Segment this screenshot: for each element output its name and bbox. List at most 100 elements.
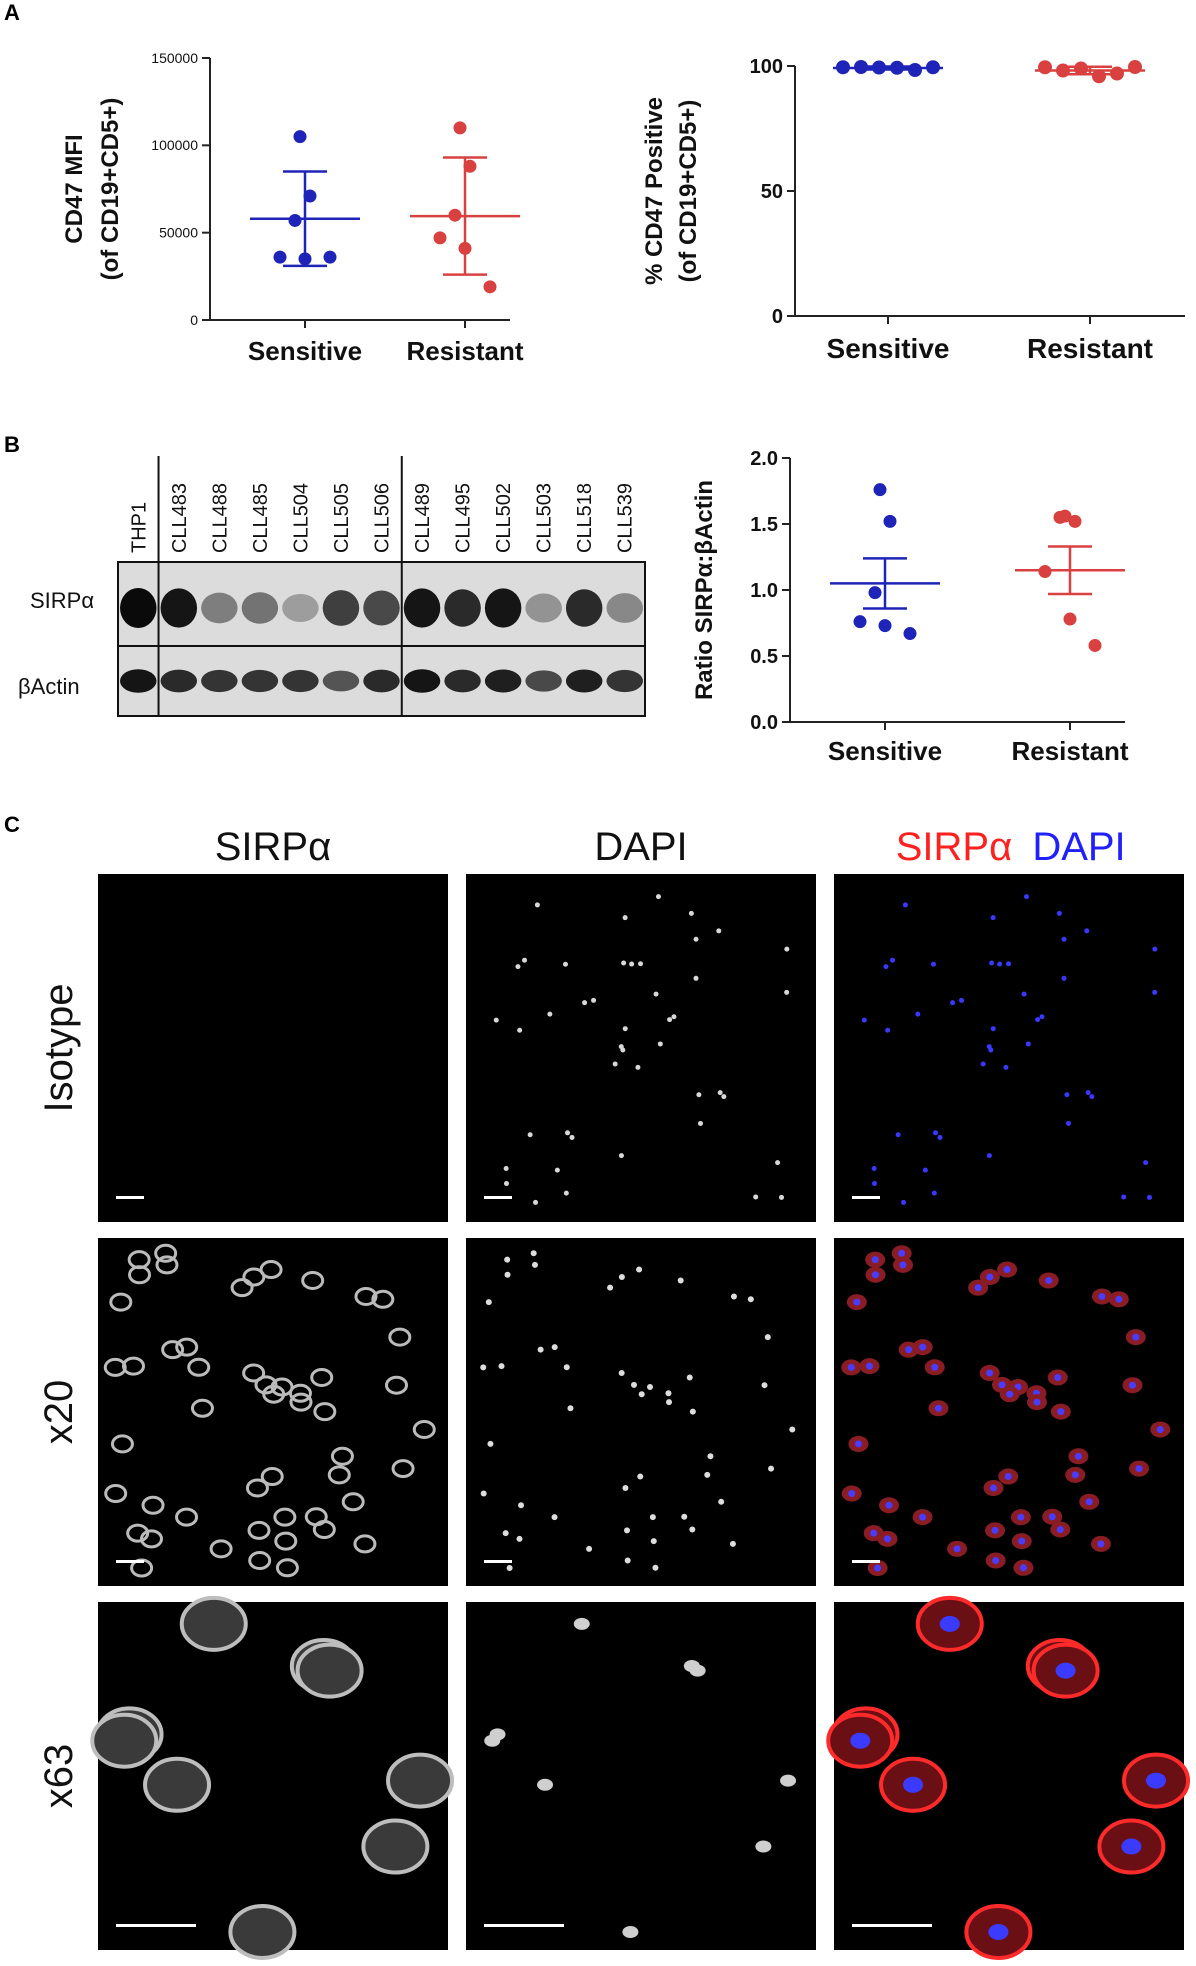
nucleus [997,961,1003,967]
cell [330,1446,354,1466]
row-label: x20 [37,1380,81,1445]
cell [259,1260,283,1280]
nucleus [871,1256,879,1264]
blot-band [403,669,441,693]
nucleus [707,1453,714,1460]
cell [242,1363,266,1383]
nucleus [582,1000,588,1006]
lane-label: CLL503 [534,483,556,553]
cell [327,1465,351,1485]
cell [209,1539,233,1559]
nucleus [1025,1041,1031,1047]
nucleus [1152,946,1158,952]
data-point [453,121,467,135]
nucleus [503,1165,509,1171]
nucleus [1143,1160,1149,1166]
lane-label: CLL505 [331,483,353,553]
micrograph [466,1602,816,1950]
cell [412,1419,436,1439]
nucleus [1019,1564,1027,1572]
cell [242,1267,266,1287]
scale-bar [484,1560,512,1563]
column-title-sirpa: SIRPα [215,825,331,869]
data-point [433,231,447,245]
nucleus [989,960,995,966]
nucleus [847,1363,855,1371]
blot-band [201,669,238,693]
nucleus [1048,1513,1056,1521]
nucleus [718,1498,725,1505]
nucleus [563,1364,570,1371]
nucleus [1147,1194,1153,1200]
cell [90,1712,159,1769]
cell [262,1384,286,1404]
nucleus [883,964,889,970]
nucleus [686,1374,693,1381]
chart-cd47-mfi: 0 50000 100000 150000 Sensitive Resistant CD47… [61,50,524,366]
nucleus [480,1490,487,1497]
nucleus [551,1344,558,1351]
nucleus [1135,1465,1143,1473]
data-point [926,60,940,75]
data-point [873,483,887,497]
nucleus [747,1296,754,1303]
nucleus [1054,1373,1062,1381]
nucleus [704,1471,711,1478]
nucleus [693,936,699,942]
blot-band [444,589,481,627]
nucleus [899,1261,907,1269]
micrograph [98,874,448,1222]
blot-band [363,590,400,626]
scale-bar [852,1560,880,1563]
nucleus [618,1044,624,1050]
data-point [298,252,312,266]
cell [310,1367,334,1387]
cell [301,1270,325,1290]
cell [385,1375,409,1395]
blot-band [525,593,562,623]
nucleus [1006,1390,1014,1398]
nucleus [547,1011,553,1017]
row-label: Isotype [37,984,81,1113]
cell [128,1265,152,1285]
nucleus [480,1364,487,1371]
nucleus [871,1181,877,1187]
nucleus [989,1484,997,1492]
blot-band [322,590,360,626]
cell [273,1507,297,1527]
nucleus [1132,1333,1140,1341]
nucleus [1089,1094,1095,1100]
y-tick-label: 1.0 [750,580,778,602]
panel-letter-c: C [4,812,20,837]
scale-bar [852,1924,932,1927]
nucleus [1003,1064,1009,1070]
nucleus [1074,1452,1082,1460]
cell [230,1278,254,1298]
y-axis-label: CD47 MFI [61,134,88,243]
nucleus [504,1271,511,1278]
cell [179,1595,248,1652]
lane-label: CLL504 [290,483,312,553]
nucleus [988,1923,1009,1940]
nucleus [755,1840,772,1853]
nucleus [498,1363,505,1370]
cell [175,1337,199,1357]
nucleus [764,1334,771,1341]
nucleus [1003,1266,1011,1274]
cell [391,1459,415,1479]
data-point [483,280,497,294]
data-point [868,586,882,600]
column-title-dapi: DAPI [594,825,687,869]
nucleus [527,1132,533,1138]
nucleus [753,1194,759,1200]
nucleus [1057,1408,1065,1416]
cell [260,1466,284,1486]
data-point [1063,612,1077,626]
nucleus [729,1540,736,1547]
y-tick-label: 1.5 [750,514,778,536]
nucleus [677,1277,684,1284]
nucleus [903,1776,924,1793]
nucleus [915,1011,921,1017]
blot-band [606,669,643,693]
